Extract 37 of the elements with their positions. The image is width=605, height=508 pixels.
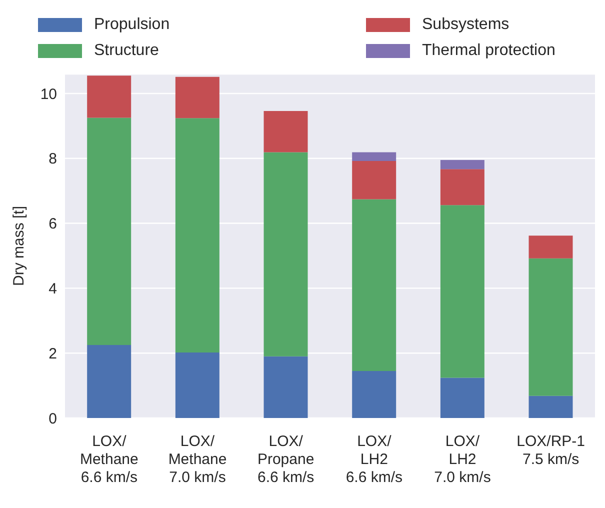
y-tick-label: 2	[48, 345, 57, 362]
bar	[440, 378, 484, 418]
bar	[87, 118, 132, 345]
bar	[352, 199, 396, 371]
y-tick-label: 0	[48, 410, 57, 428]
x-tick-label: LOX/ Methane 6.6 km/s	[80, 433, 138, 486]
y-axis-title: Dry mass [t]	[10, 206, 28, 286]
x-tick-label: LOX/ Methane 7.0 km/s	[168, 433, 227, 486]
x-tick-label: LOX/ LH2 6.6 km/s	[346, 433, 403, 486]
bar	[264, 356, 308, 418]
legend-label: Propulsion	[94, 16, 170, 34]
legend-label: Structure	[94, 42, 159, 60]
bar	[175, 76, 220, 118]
y-tick-label: 10	[40, 86, 57, 103]
bar	[352, 152, 396, 161]
y-tick-label: 4	[48, 280, 57, 298]
bar	[528, 236, 573, 258]
bar	[440, 160, 484, 170]
bar	[175, 352, 220, 418]
legend-label: Thermal protection	[422, 42, 556, 60]
bar	[87, 76, 132, 118]
legend-label: Subsystems	[422, 16, 510, 34]
y-tick-label: 8	[48, 150, 57, 168]
y-tick-label: 6	[48, 216, 57, 233]
x-tick-label: LOX/ LH2 7.0 km/s	[434, 433, 491, 486]
bar	[264, 110, 308, 152]
bar	[87, 344, 132, 418]
bar	[264, 152, 308, 356]
x-tick-label: LOX/ Propane 6.6 km/s	[257, 433, 314, 486]
bar	[528, 396, 573, 418]
bar	[352, 160, 396, 200]
bar	[352, 370, 396, 418]
bar	[528, 258, 573, 396]
bar	[440, 205, 484, 378]
x-tick-label: LOX/RP-1 7.5 km/s	[516, 433, 586, 468]
bar	[175, 118, 220, 352]
bar	[440, 169, 484, 206]
